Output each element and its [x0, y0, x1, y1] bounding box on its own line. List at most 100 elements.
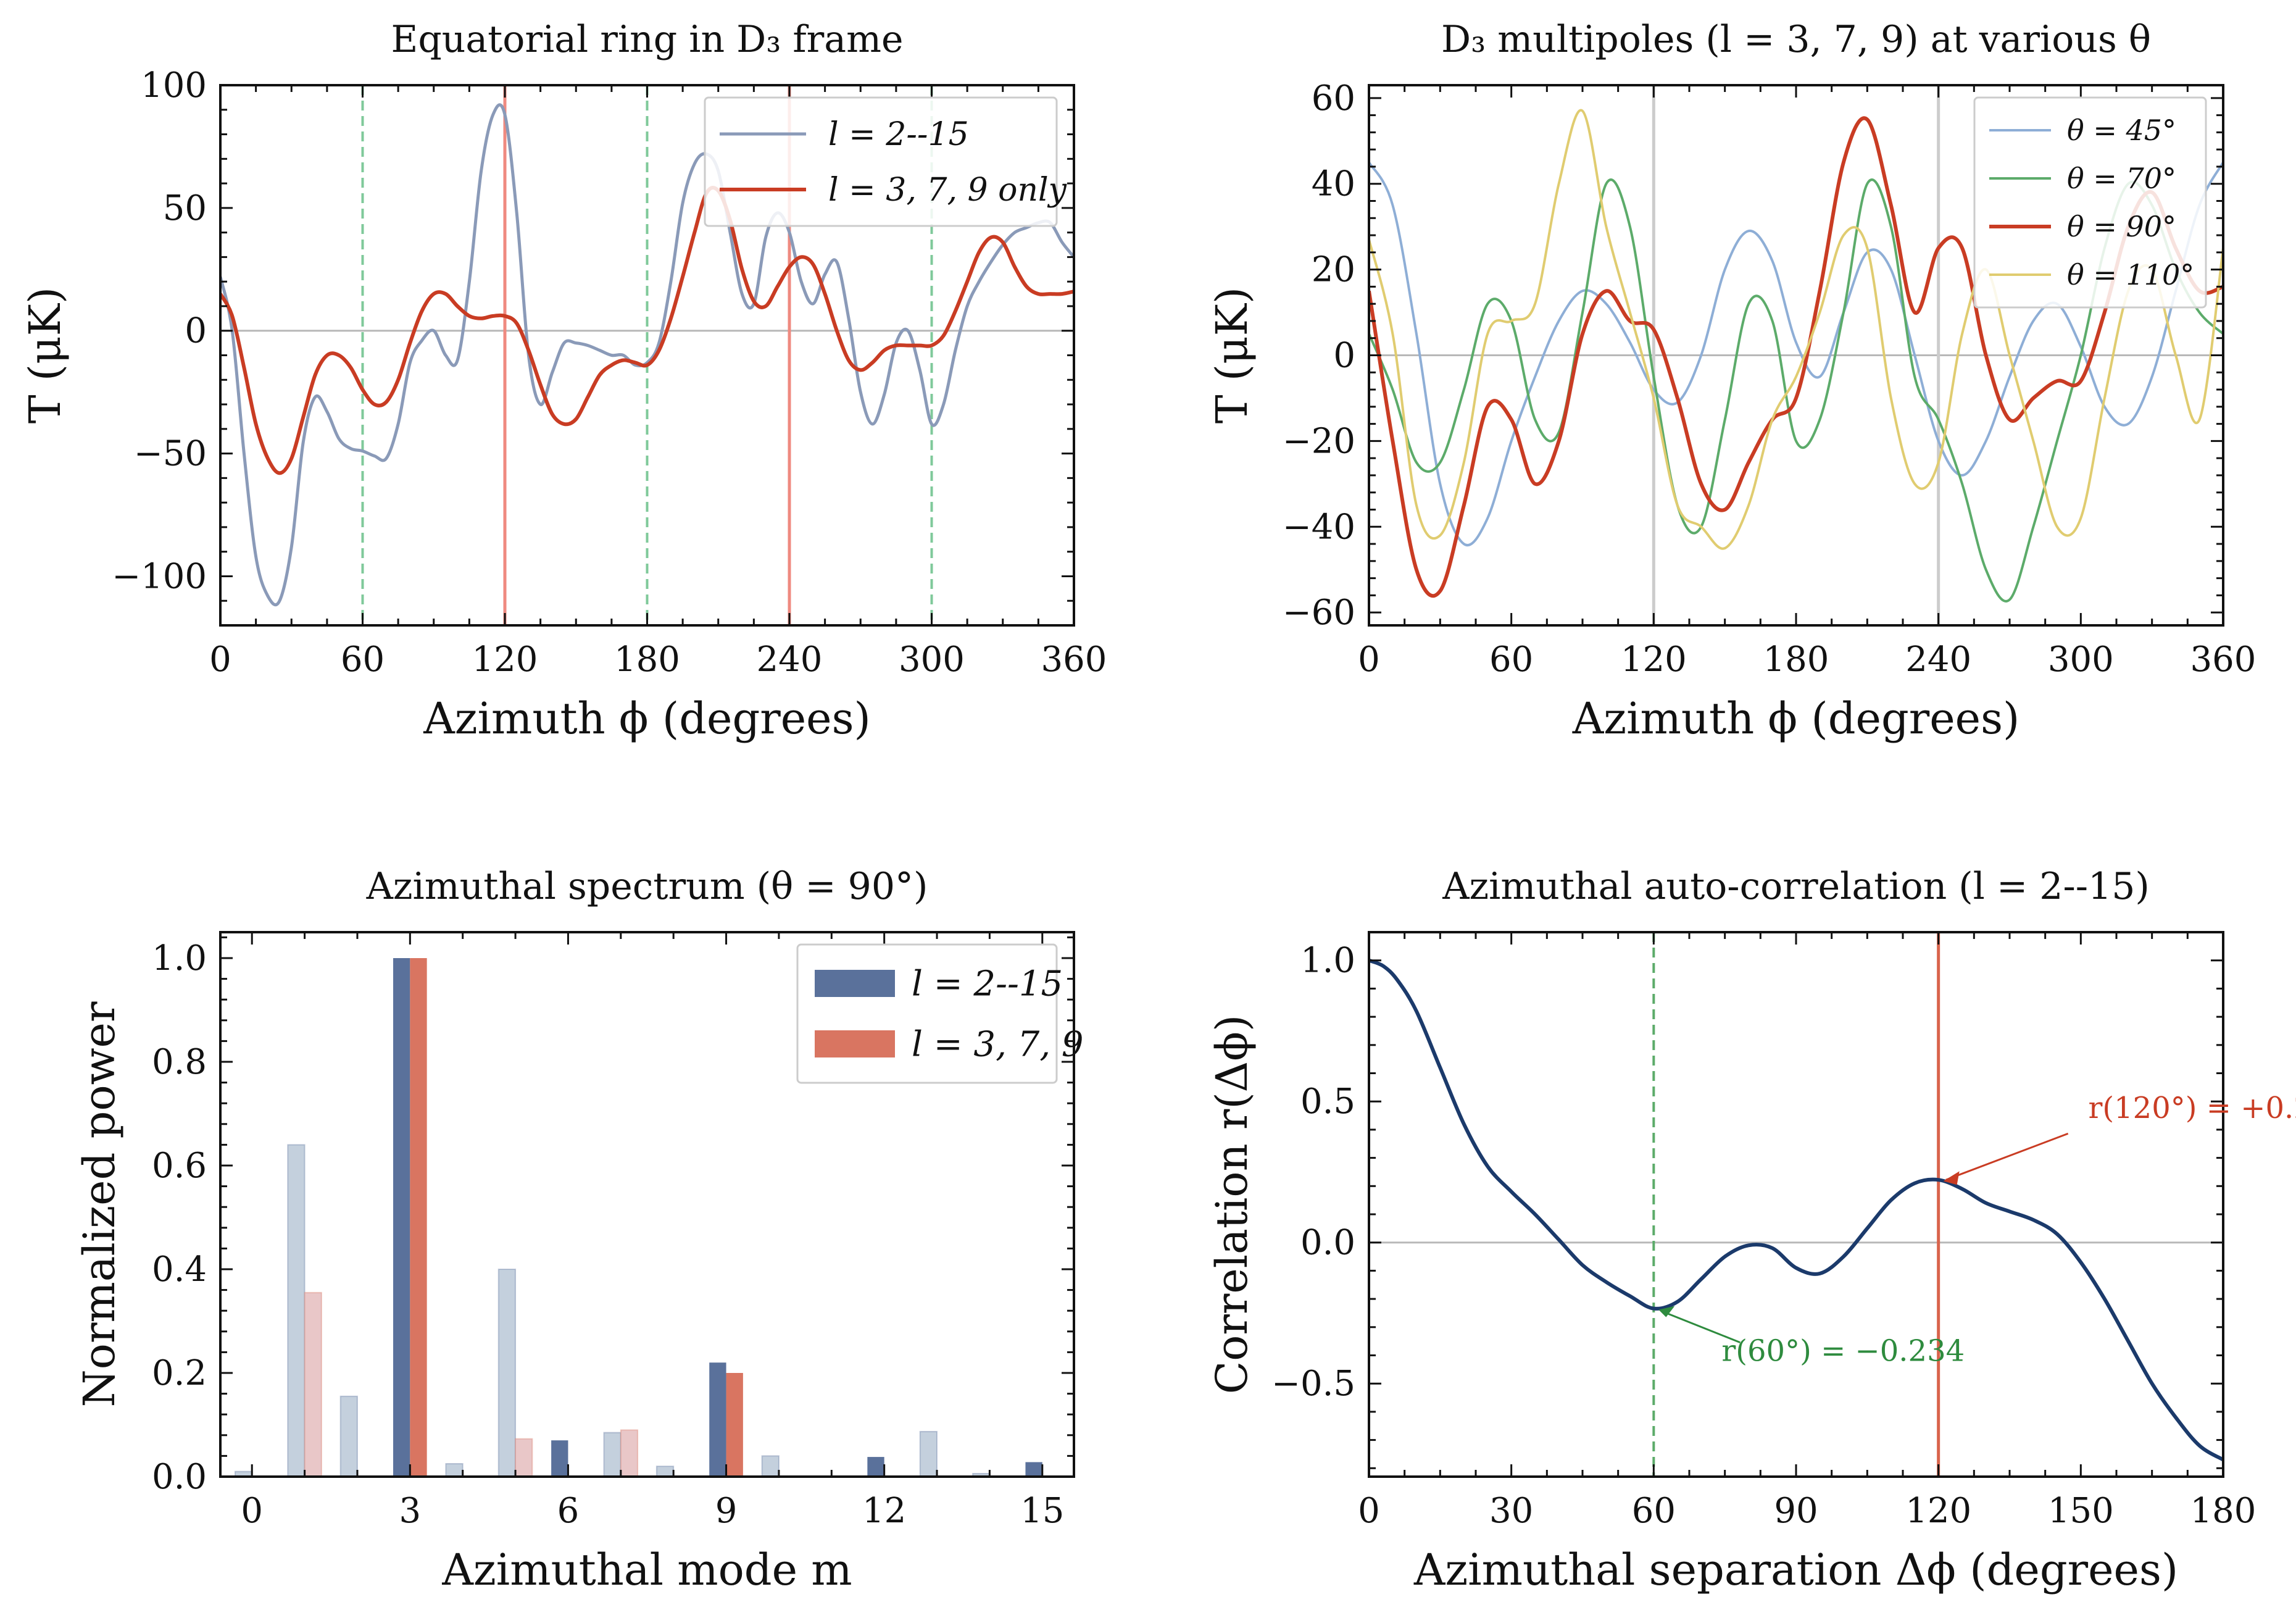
- plot-area: [1369, 85, 2223, 625]
- bar-1-m9: [726, 1373, 743, 1477]
- x-tick-label: 180: [1763, 640, 1829, 680]
- series-line-2: [1369, 116, 2223, 598]
- x-axis-label: Azimuthal separation Δϕ (degrees): [1413, 1545, 2178, 1595]
- y-tick-label: −100: [112, 556, 207, 596]
- legend-swatch: [815, 970, 895, 997]
- y-axis-label: Normalized power: [74, 1001, 125, 1407]
- x-tick-label: 300: [899, 640, 965, 680]
- series-line-3: [1369, 109, 2223, 550]
- y-tick-label: 0.2: [152, 1353, 207, 1393]
- x-tick-label: 15: [1020, 1491, 1064, 1531]
- x-tick-label: 0: [1358, 1491, 1380, 1531]
- annotation-label: r(120°) = +0.222: [2088, 1091, 2296, 1125]
- legend-frame: [704, 96, 1058, 227]
- x-tick-label: 150: [2048, 1491, 2114, 1531]
- bar-0-m9: [709, 1362, 726, 1477]
- x-tick-label: 360: [2190, 640, 2256, 680]
- y-tick-label: 1.0: [1300, 941, 1355, 981]
- panel-multipoles: 0 60 120 180 240 300 360 −60 −40 −20 0 20 40 60 D₃ mul…: [1207, 18, 2256, 744]
- x-tick-label: 240: [757, 640, 823, 680]
- y-axis-label: T (μK): [20, 287, 70, 423]
- series-line-1: [220, 186, 1074, 475]
- bar-0-m1: [287, 1144, 306, 1477]
- y-tick-label: 0.0: [1300, 1223, 1355, 1263]
- x-axis-label: Azimuth ϕ (degrees): [1572, 693, 2020, 744]
- y-tick-label: 0.0: [152, 1457, 207, 1497]
- x-tick-label: 30: [1489, 1491, 1533, 1531]
- bar-0-m7: [603, 1432, 622, 1477]
- x-tick-label: 9: [715, 1491, 738, 1531]
- legend-label: θ = 45°: [2067, 114, 2176, 147]
- annotation-label: r(60°) = −0.234: [1721, 1334, 1965, 1369]
- y-tick-label: 0.5: [1300, 1082, 1355, 1122]
- x-axis-label: Azimuth ϕ (degrees): [423, 693, 871, 744]
- legend: l = 2--15 l = 3, 7, 9 only: [704, 96, 1067, 227]
- bar-0-m8: [655, 1466, 675, 1477]
- bar-1-m1: [304, 1291, 322, 1477]
- y-tick-label: 40: [1312, 164, 1355, 204]
- bar-1-m7: [620, 1429, 639, 1477]
- x-tick-label: 360: [1041, 640, 1107, 680]
- x-tick-label: 120: [1621, 640, 1687, 680]
- legend-swatch: [815, 1030, 895, 1057]
- bar-0-m13: [919, 1430, 938, 1477]
- chart-title: D₃ multipoles (l = 3, 7, 9) at various θ: [1441, 18, 2151, 61]
- bar-0-m15: [1025, 1462, 1042, 1477]
- bar-0-m5: [497, 1269, 517, 1477]
- plot-area: [220, 85, 1074, 625]
- bar-0-m4: [445, 1463, 464, 1477]
- x-tick-label: 0: [1358, 640, 1380, 680]
- legend-label: θ = 90°: [2067, 210, 2176, 243]
- x-tick-label: 120: [472, 640, 538, 680]
- y-tick-label: −50: [134, 434, 207, 474]
- x-axis-label: Azimuthal mode m: [441, 1545, 852, 1595]
- y-tick-label: 0: [185, 311, 207, 351]
- plot-area: [234, 958, 1042, 1477]
- bar-0-m3: [393, 958, 410, 1477]
- legend-label: l = 3, 7, 9 only: [828, 172, 1067, 209]
- y-tick-label: −40: [1283, 507, 1355, 547]
- legend: l = 2--15 l = 3, 7, 9: [796, 943, 1084, 1084]
- y-axis-label: Correlation r(Δϕ): [1207, 1015, 1257, 1395]
- x-tick-label: 300: [2048, 640, 2114, 680]
- x-tick-label: 0: [209, 640, 231, 680]
- x-tick-label: 120: [1905, 1491, 1971, 1531]
- x-tick-label: 180: [2190, 1491, 2256, 1531]
- x-tick-label: 240: [1905, 640, 1971, 680]
- legend-label: l = 3, 7, 9: [912, 1025, 1084, 1065]
- series-line-0: [1369, 958, 2223, 1462]
- axes-frame: [219, 931, 1075, 1478]
- series-line-0: [220, 103, 1074, 607]
- annotation-arrow: [1660, 1310, 1741, 1344]
- x-tick-label: 6: [557, 1491, 580, 1531]
- series-line-0: [1369, 161, 2223, 547]
- x-tick-label: 60: [341, 640, 385, 680]
- x-tick-label: 60: [1632, 1491, 1676, 1531]
- legend-label: l = 2--15: [828, 116, 969, 153]
- y-tick-label: 0: [1333, 336, 1355, 376]
- y-tick-label: 20: [1312, 250, 1355, 290]
- bar-0-m6: [551, 1440, 568, 1477]
- chart-title: Azimuthal spectrum (θ = 90°): [366, 865, 928, 908]
- legend: θ = 45° θ = 70° θ = 90° θ = 110°: [1973, 96, 2207, 309]
- panel-equatorial-ring: 0 60 120 180 240 300 360 −100 −50 0 50 100 Equatoria…: [20, 18, 1107, 744]
- y-tick-label: 100: [141, 65, 207, 106]
- legend-label: θ = 110°: [2067, 258, 2194, 291]
- y-tick-label: −20: [1283, 421, 1355, 461]
- y-tick-label: 0.8: [152, 1042, 207, 1082]
- bar-0-m12: [867, 1457, 884, 1477]
- y-tick-label: 0.6: [152, 1146, 207, 1186]
- axes-frame: [1368, 931, 2224, 1478]
- x-tick-label: 12: [862, 1491, 906, 1531]
- x-tick-label: 90: [1774, 1491, 1818, 1531]
- x-tick-label: 3: [399, 1491, 422, 1531]
- y-tick-label: −0.5: [1271, 1364, 1355, 1404]
- x-tick-label: 60: [1489, 640, 1533, 680]
- y-tick-label: −60: [1283, 593, 1355, 633]
- y-tick-label: 60: [1312, 78, 1355, 119]
- panel-auto-correlation: 0 30 60 90 120 150 180 −0.5 0.0 0.5 1.0 Azimuthal a…: [1207, 865, 2296, 1595]
- y-tick-label: 1.0: [152, 938, 207, 978]
- panel-azimuthal-spectrum: 0 3 6 9 12 15 0.0 0.2 0.4 0.6 0.8 1.0 Azimuthal spec…: [74, 865, 1084, 1595]
- x-tick-label: 180: [614, 640, 680, 680]
